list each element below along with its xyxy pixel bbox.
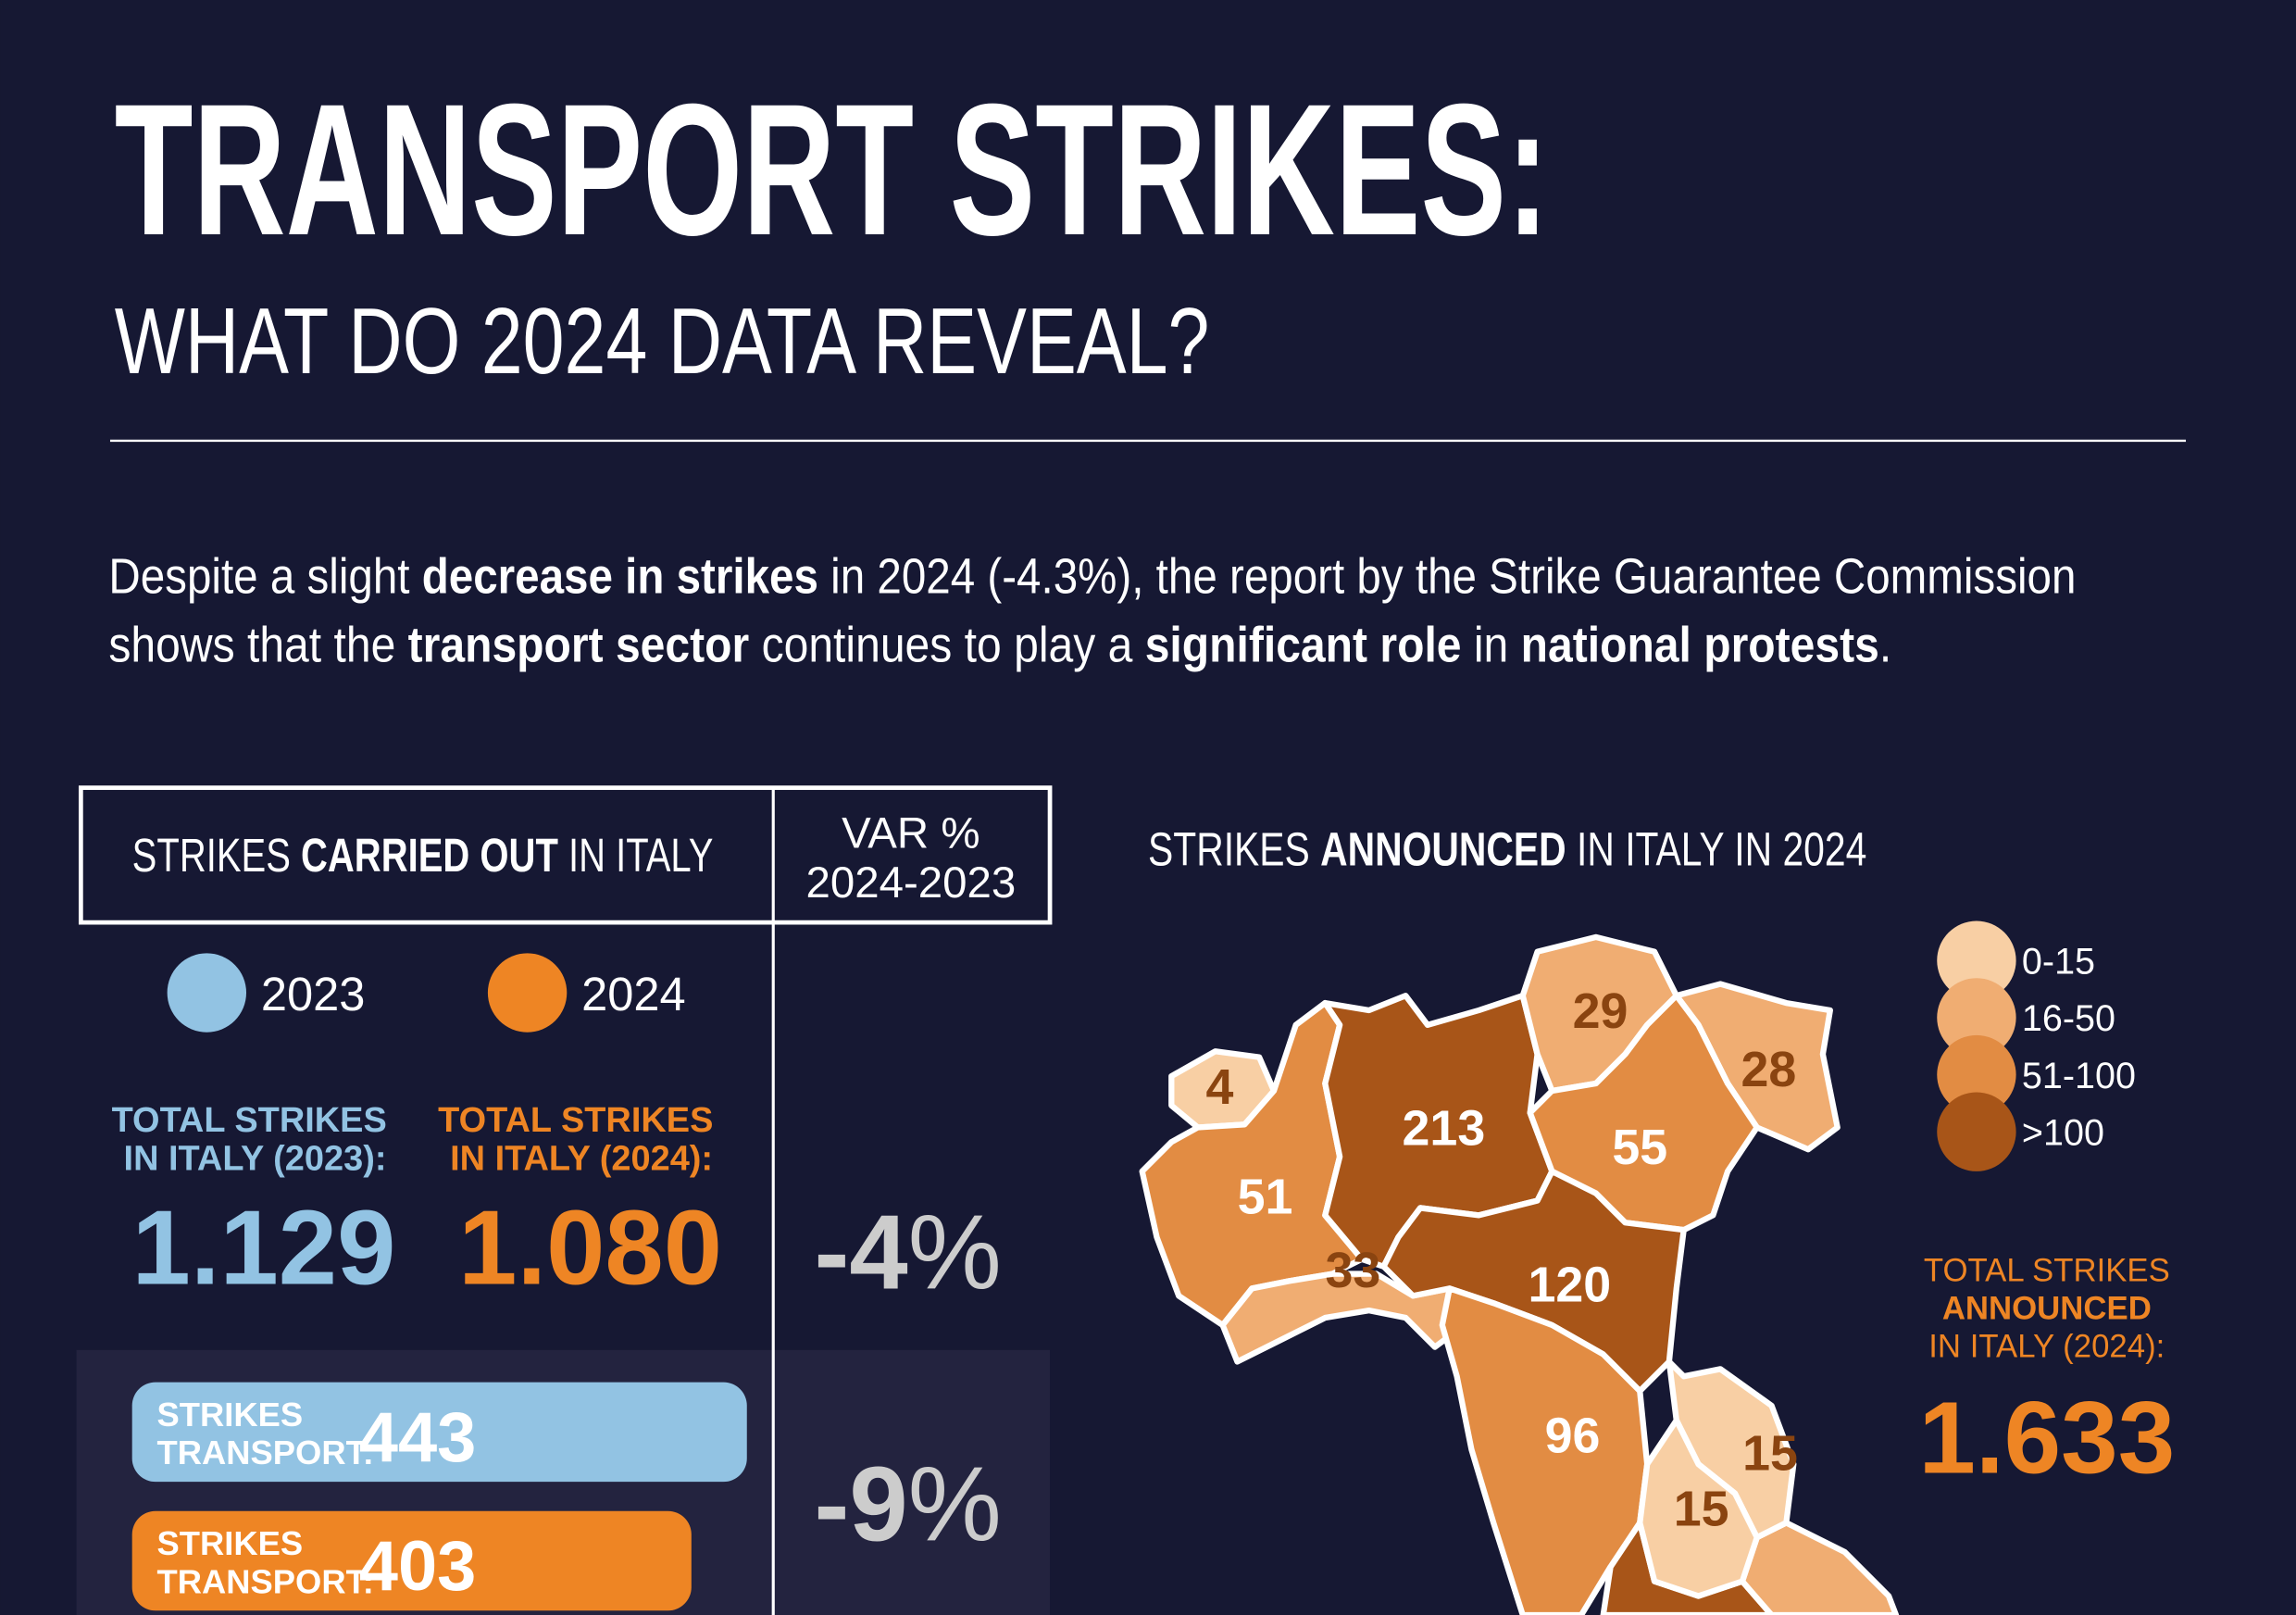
region-shape xyxy=(1739,1520,1900,1615)
region-label: 4 xyxy=(1206,1059,1234,1115)
legend-label: 0-15 xyxy=(2022,941,2095,982)
text-segment: in 2024 (-4.3%), the report by the Strik… xyxy=(818,548,2076,604)
total-label: TOTAL STRIKES xyxy=(112,1101,387,1140)
bar xyxy=(131,1510,692,1611)
text-segment: . xyxy=(1879,618,1891,673)
legend-label: 51-100 xyxy=(2022,1056,2136,1096)
legend-dot xyxy=(1937,1034,2016,1115)
total-value: 1.080 xyxy=(458,1190,722,1308)
total-label: TOTAL STRIKES xyxy=(438,1101,713,1140)
subtitle: WHAT DO 2024 DATA REVEAL? xyxy=(115,289,1210,394)
total-label: IN ITALY (2024): xyxy=(1928,1330,2165,1365)
legend-label: 16-50 xyxy=(2022,998,2115,1039)
text-segment: continues to play a xyxy=(749,618,1144,673)
region xyxy=(1637,1417,1760,1599)
table-title: STRIKES CARRIED OUT IN ITALY xyxy=(132,829,714,882)
text-segment: CARRIED OUT xyxy=(301,829,558,882)
var-unit: % xyxy=(908,1446,1002,1563)
region-label: 29 xyxy=(1573,983,1628,1039)
map-title: STRIKES ANNOUNCED IN ITALY IN 2024 xyxy=(1148,822,1866,875)
legend-label: 2024 xyxy=(581,968,686,1020)
var-header: 2024-2023 xyxy=(805,858,1016,908)
legend-dot xyxy=(167,953,247,1033)
legend-dot xyxy=(1937,920,2016,1000)
var-number: -4 xyxy=(814,1194,907,1311)
text-segment: IN ITALY IN 2024 xyxy=(1566,822,1867,875)
text-segment: transport sector xyxy=(408,618,750,673)
bar-value: 403 xyxy=(359,1527,477,1606)
bar-label: STRIKES xyxy=(157,1524,304,1562)
var-unit: % xyxy=(908,1194,1002,1311)
text-segment: decrease in strikes xyxy=(422,548,818,604)
total-label: IN ITALY (2024): xyxy=(450,1139,713,1178)
text-segment: shows that the xyxy=(108,618,407,673)
legend-dot xyxy=(1937,1092,2016,1171)
legend-dot xyxy=(1937,978,2016,1058)
region-label: 55 xyxy=(1612,1120,1667,1175)
intro-line: Despite a slight decrease in strikes in … xyxy=(108,548,2076,604)
total-value: 1.129 xyxy=(132,1190,396,1308)
region-label: 15 xyxy=(1742,1425,1798,1481)
title: TRANSPORT STRIKES: xyxy=(115,65,1550,274)
text-segment: STRIKES xyxy=(132,829,301,882)
text-segment: STRIKES xyxy=(1148,822,1320,875)
var-number: -9 xyxy=(814,1446,907,1563)
total-label: IN ITALY (2023): xyxy=(124,1139,387,1178)
total-label: TOTAL STRIKES xyxy=(1924,1253,2170,1288)
text-segment: IN ITALY xyxy=(558,829,714,882)
region-label: 33 xyxy=(1325,1243,1380,1298)
legend-label: >100 xyxy=(2022,1112,2104,1153)
text-segment: national protests xyxy=(1521,618,1879,673)
text-segment: significant role xyxy=(1145,618,1462,673)
intro-line: shows that the transport sector continue… xyxy=(108,618,1891,673)
region-label: 15 xyxy=(1674,1482,1729,1537)
map: 4 51 33 213 29 28 55 120 96 15 15 xyxy=(1139,933,1900,1615)
region-label: 96 xyxy=(1545,1408,1601,1463)
bar-label: STRIKES xyxy=(157,1396,304,1433)
total-label: ANNOUNCED xyxy=(1942,1292,2152,1327)
transport-var: -9% xyxy=(814,1446,1001,1563)
table-header-box xyxy=(78,785,1053,925)
region-label: 120 xyxy=(1529,1258,1612,1313)
region-label: 213 xyxy=(1403,1100,1486,1156)
legend-dot xyxy=(487,953,568,1033)
var-header: VAR % xyxy=(842,808,980,858)
legend-label: 2023 xyxy=(261,968,366,1020)
total-var: -4% xyxy=(814,1194,1001,1311)
text-segment: in xyxy=(1462,618,1521,673)
text-segment: Despite a slight xyxy=(108,548,421,604)
region-label: 28 xyxy=(1741,1042,1797,1097)
bar-label: TRANSPORT: xyxy=(157,1562,374,1600)
text-segment: ANNOUNCED xyxy=(1320,822,1566,875)
bar-value: 443 xyxy=(359,1398,477,1477)
total-value: 1.633 xyxy=(1918,1382,2175,1496)
bar xyxy=(131,1382,747,1483)
bar-label: TRANSPORT: xyxy=(157,1433,374,1471)
region xyxy=(1439,1285,1651,1615)
region-label: 51 xyxy=(1238,1170,1293,1225)
region xyxy=(1380,1168,1687,1395)
map-legend: 0-15 16-50 51-100 >100 xyxy=(1937,920,2136,1171)
